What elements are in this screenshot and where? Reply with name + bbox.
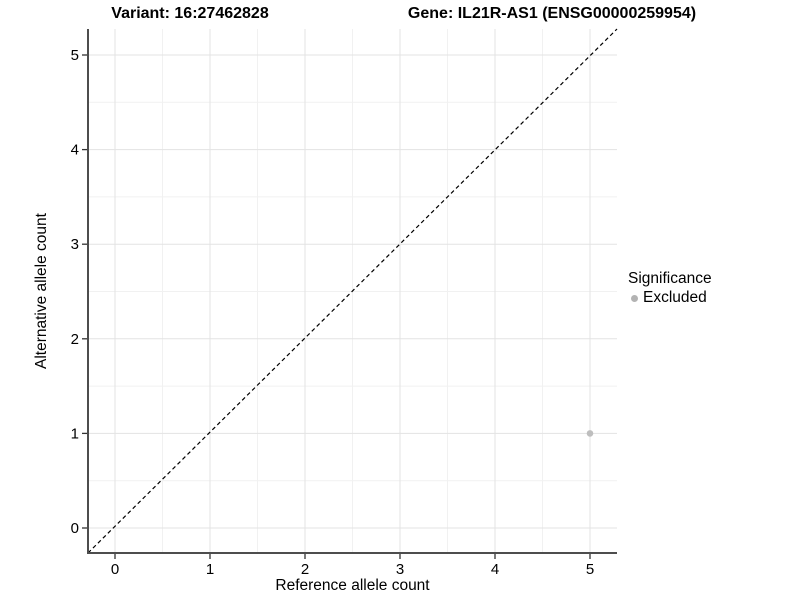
x-tick-label: 4 xyxy=(491,561,499,578)
y-tick-label: 2 xyxy=(71,331,79,348)
y-tick-label: 5 xyxy=(71,47,79,64)
gene-title: Gene: IL21R-AS1 (ENSG00000259954) xyxy=(407,5,697,22)
data-point xyxy=(586,430,594,437)
legend-title: Significance xyxy=(628,270,712,287)
x-tick-label: 3 xyxy=(396,561,404,578)
legend-entries: Excluded xyxy=(628,289,712,307)
y-tick-label: 0 xyxy=(71,520,79,537)
y-tick-label: 3 xyxy=(71,236,79,253)
identity-line xyxy=(87,28,618,554)
x-tick-label: 2 xyxy=(301,561,309,578)
y-axis-label: Alternative allele count xyxy=(33,212,50,369)
legend-point-icon xyxy=(631,294,638,302)
y-tick-label: 1 xyxy=(71,425,79,442)
legend: Significance Excluded xyxy=(628,269,712,307)
y-tick-label: 4 xyxy=(71,142,79,159)
variant-title: Variant: 16:27462828 xyxy=(111,5,269,22)
legend-entry-label: Excluded xyxy=(643,289,707,306)
x-tick-label: 1 xyxy=(206,561,214,578)
x-tick-label: 0 xyxy=(111,561,119,578)
legend-entry: Excluded xyxy=(631,289,712,307)
x-tick-label: 5 xyxy=(586,561,594,578)
x-axis-label: Reference allele count xyxy=(275,577,430,594)
